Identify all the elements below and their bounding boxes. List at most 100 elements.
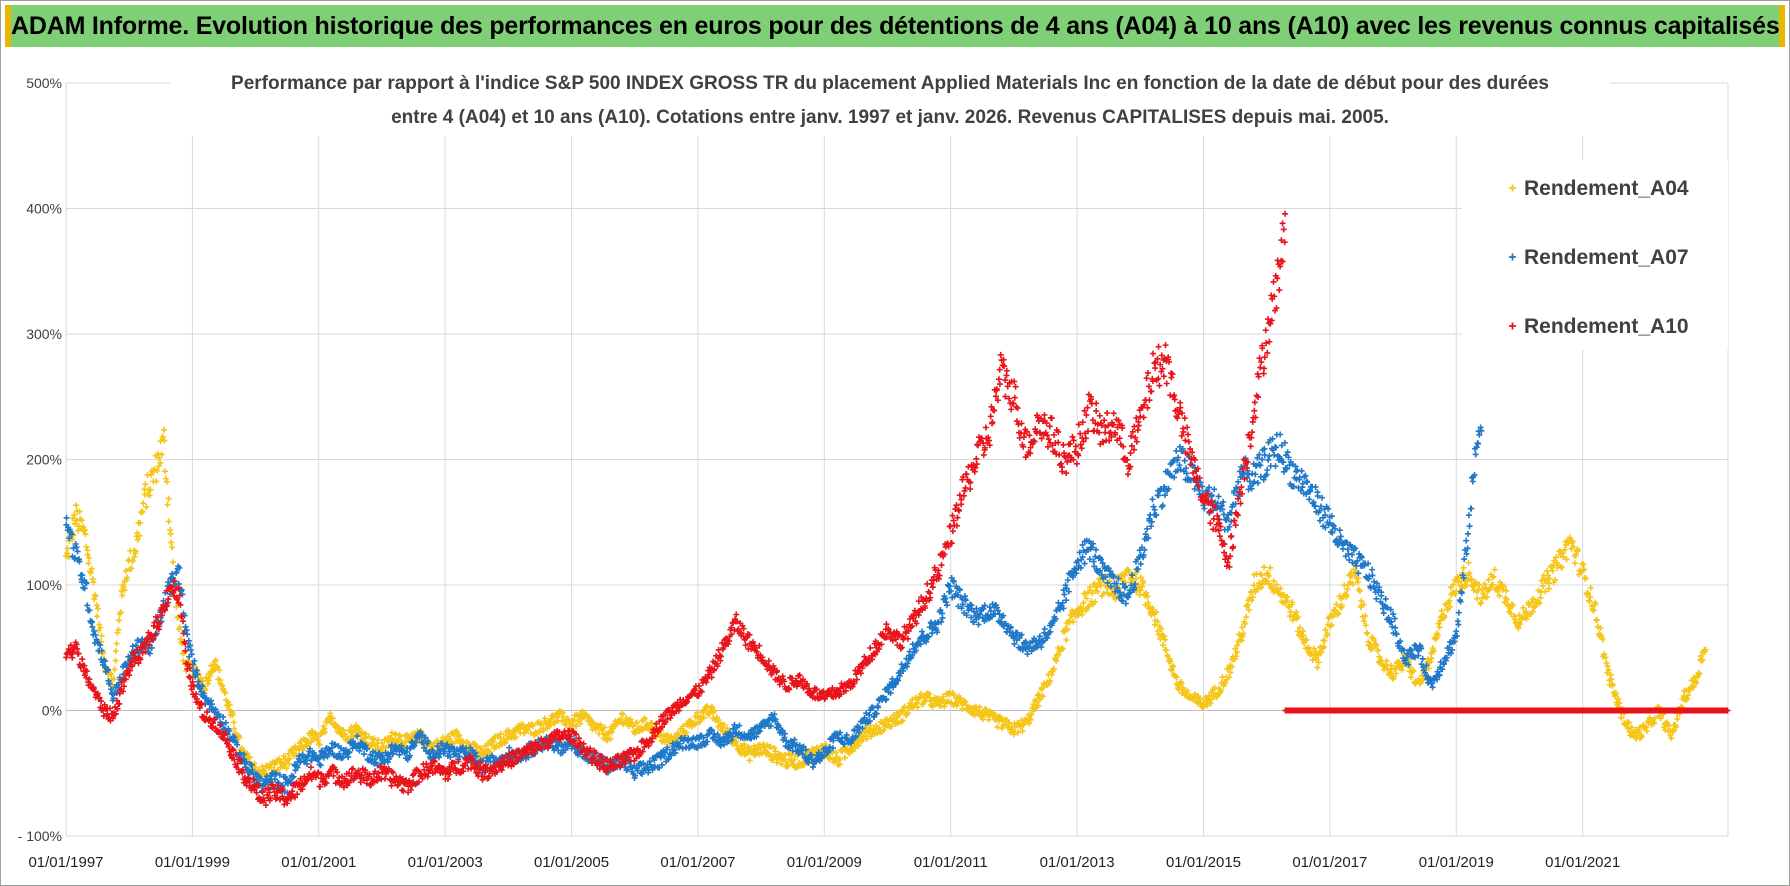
data-point (1472, 451, 1479, 458)
data-point (1419, 655, 1426, 662)
data-point (165, 495, 172, 502)
data-point (129, 643, 136, 650)
data-point (1264, 467, 1271, 474)
x-axis-ticks: 01/01/1997 01/01/1999 01/01/2001 01/01/2003… (28, 854, 1620, 871)
data-point (1298, 467, 1305, 474)
data-point (88, 565, 95, 572)
data-point (1254, 479, 1261, 486)
x-tick-label: 01/01/2009 (787, 854, 862, 871)
data-point (162, 468, 169, 475)
data-point (810, 764, 817, 771)
data-point (1252, 471, 1259, 478)
data-point (1133, 575, 1140, 582)
data-point (1436, 624, 1443, 631)
x-tick-label: 01/01/2015 (1166, 854, 1241, 871)
data-point (97, 624, 104, 631)
data-point (1272, 463, 1279, 470)
x-tick-label: 01/01/2019 (1419, 854, 1494, 871)
data-point (136, 532, 143, 539)
data-point (129, 558, 136, 565)
data-point (1674, 716, 1681, 723)
data-point (139, 508, 146, 515)
data-point (1063, 636, 1070, 643)
data-point (222, 689, 229, 696)
data-point (120, 584, 127, 591)
data-point (1363, 630, 1370, 637)
data-point (70, 515, 77, 522)
data-point (1380, 610, 1387, 617)
data-point (155, 462, 162, 469)
data-point (1369, 566, 1376, 573)
data-point (1429, 684, 1436, 691)
data-point (140, 500, 147, 507)
data-point (72, 520, 78, 527)
data-point (381, 775, 388, 782)
data-point (1271, 451, 1278, 458)
data-point (1211, 486, 1218, 493)
data-point (1587, 584, 1594, 591)
x-tick-label: 01/01/2013 (1040, 854, 1115, 871)
data-point (124, 574, 131, 581)
data-point (1302, 472, 1309, 479)
data-point (112, 648, 119, 655)
data-point (1463, 537, 1470, 544)
data-point (73, 517, 80, 524)
data-point (180, 618, 187, 625)
data-point (82, 531, 89, 538)
data-point (151, 466, 158, 473)
data-point (193, 690, 200, 697)
data-point (746, 757, 753, 764)
x-tick-label: 01/01/2017 (1292, 854, 1367, 871)
data-point (1539, 583, 1546, 590)
data-point (1393, 631, 1400, 638)
series-rendement_a07 (63, 424, 1485, 796)
data-point (1155, 492, 1162, 499)
data-point (414, 767, 421, 774)
data-point (154, 467, 161, 474)
data-point (165, 518, 172, 525)
data-point (146, 492, 153, 499)
data-point (1267, 564, 1274, 571)
data-point (918, 628, 925, 635)
data-point (132, 548, 139, 555)
data-point (115, 617, 122, 624)
data-point (122, 567, 129, 574)
data-point (1392, 624, 1399, 631)
x-tick-label: 01/01/2001 (281, 854, 356, 871)
data-point (1312, 484, 1319, 491)
data-point (153, 478, 160, 485)
series-rendement_a04 (62, 426, 1709, 782)
data-point (1201, 505, 1208, 512)
data-point (1407, 674, 1414, 681)
data-point (771, 745, 778, 752)
data-point (63, 514, 70, 521)
data-point (83, 543, 90, 550)
report-banner-title: ADAM Informe. Evolution historique des p… (11, 12, 1780, 40)
data-point (147, 486, 154, 493)
data-point (1266, 452, 1273, 459)
data-point (1582, 575, 1589, 582)
data-point (733, 611, 740, 618)
data-point (214, 663, 221, 670)
x-tick-label: 01/01/1997 (28, 854, 103, 871)
data-point (206, 677, 213, 684)
y-axis-ticks: 500%400%300%200%100%0%- 100% (18, 75, 62, 844)
data-point (1149, 496, 1156, 503)
data-point (80, 527, 87, 534)
y-tick-label: 400% (26, 201, 62, 217)
data-point (94, 613, 101, 620)
data-point (1571, 560, 1578, 567)
data-point (73, 502, 80, 509)
data-point (78, 517, 85, 524)
data-point (1465, 559, 1472, 566)
y-tick-label: 100% (26, 577, 62, 593)
data-point (74, 527, 81, 534)
data-point (121, 587, 128, 594)
data-point (118, 587, 125, 594)
data-point (113, 640, 120, 647)
data-point (169, 544, 176, 551)
data-point (1491, 566, 1498, 573)
data-point (207, 673, 214, 680)
data-point (192, 664, 199, 671)
